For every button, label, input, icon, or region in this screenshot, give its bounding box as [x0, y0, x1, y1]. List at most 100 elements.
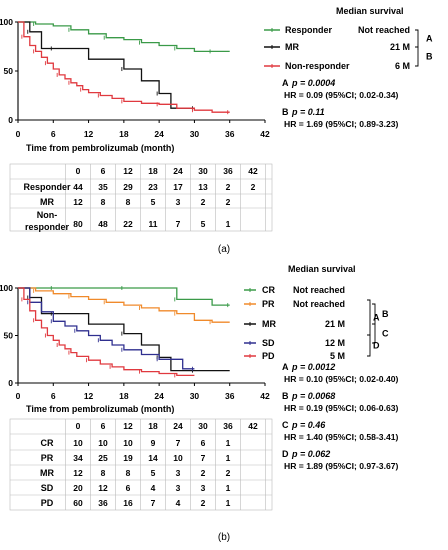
panel-b-stat-hr: HR = 1.40 (95%CI; 0.58-3.41)	[284, 432, 399, 442]
panel-a-risk-cell: 23	[148, 182, 158, 192]
panel-a-risk-cell: 44	[73, 182, 83, 192]
panel-b-risk-cell: 25	[98, 453, 108, 463]
panel-a-risk-col-header: 0	[76, 166, 81, 176]
panel-a-stat-hr: HR = 0.09 (95%CI; 0.02-0.34)	[284, 90, 399, 100]
panel-a-risk-table	[9, 163, 273, 232]
panel-b-risk-cell: 19	[123, 453, 133, 463]
panel-a-risk-col-header: 18	[148, 166, 158, 176]
panel-a-legend-median: 21 M	[390, 42, 410, 52]
panel-a-x-tick-label: 0	[16, 129, 21, 139]
panel-b-risk-cell: 3	[176, 483, 181, 493]
panel-b-bracket	[367, 334, 371, 357]
panel-b-legend-name: MR	[262, 319, 276, 329]
panel-a-risk-cell: 8	[126, 197, 131, 207]
panel-b-bracket-label: A	[373, 313, 380, 323]
panel-a-risk-row-label: Responder	[23, 182, 71, 192]
panel-a-bracket-label: A	[426, 34, 433, 44]
panel-a-legend-median: 6 M	[395, 61, 410, 71]
panel-a-legend-name: Non-responder	[285, 61, 350, 71]
panel-b-risk-row-label: PD	[41, 498, 54, 508]
panel-b-curve-cr	[18, 287, 230, 306]
panel-a-legend-name: MR	[285, 42, 299, 52]
panel-a-risk-cell: 11	[149, 219, 158, 229]
panel-a-x-tick-label: 24	[154, 129, 164, 139]
panel-a-risk-cell: 35	[98, 182, 108, 192]
panel-b-x-tick-label: 36	[225, 391, 235, 401]
panel-b-x-tick-label: 42	[260, 391, 270, 401]
panel-a-risk-cell: 48	[98, 219, 108, 229]
panel-b-risk-cell: 10	[73, 438, 83, 448]
panel-a-bracket-label: B	[426, 52, 433, 62]
panel-b-stat-p: p = 0.062	[291, 449, 330, 459]
panel-a-risk-col-header: 42	[248, 166, 258, 176]
panel-a-bracket	[415, 46, 419, 67]
panel-a-x-tick-label: 6	[51, 129, 56, 139]
panel-b-stat-hr: HR = 0.10 (95%CI; 0.02-0.40)	[284, 374, 399, 384]
panel-b-risk-cell: 6	[126, 483, 131, 493]
panel-b-caption: (b)	[218, 532, 230, 543]
panel-a-x-tick-label: 12	[84, 129, 94, 139]
panel-b-stat-p: p = 0.46	[291, 420, 326, 430]
panel-b-risk-cell: 12	[73, 468, 83, 478]
panel-b-risk-cell: 10	[123, 438, 133, 448]
panel-b-risk-col-header: 30	[198, 421, 208, 431]
panel-a-x-tick-label: 36	[225, 129, 235, 139]
panel-b-risk-cell: 3	[176, 468, 181, 478]
panel-a-stat-p: p = 0.11	[291, 107, 325, 117]
panel-b-x-tick-label: 6	[51, 391, 56, 401]
panel-a-legend-median: Not reached	[358, 25, 410, 35]
panel-b-risk-cell: 6	[201, 438, 206, 448]
panel-a-risk-cell: 5	[201, 219, 206, 229]
panel-b-stat-label: C	[282, 420, 289, 430]
panel-b-bracket-label: C	[382, 329, 389, 339]
panel-a-curve-nonresponder	[18, 21, 230, 113]
panel-a-risk-cell: 2	[226, 197, 231, 207]
panel-b-risk-table	[9, 418, 273, 511]
panel-b-bracket-label: B	[382, 309, 389, 319]
panel-b-bracket-label: D	[373, 341, 380, 351]
panel-a-y-tick-label: 100	[0, 17, 13, 27]
panel-b-x-tick-label: 0	[16, 391, 21, 401]
panel-b-stat-label: D	[282, 449, 289, 459]
panel-b-legend-median: 5 M	[330, 351, 345, 361]
panel-b-x-axis-label: Time from pembrolizumab (month)	[26, 404, 174, 414]
panel-a-risk-col-header: 30	[198, 166, 208, 176]
panel-b-risk-cell: 10	[173, 453, 183, 463]
panel-a-risk-row-label: MR	[40, 197, 54, 207]
panel-b-risk-cell: 16	[123, 498, 133, 508]
panel-b-risk-cell: 5	[151, 468, 156, 478]
panel-a-risk-row-label: responder	[25, 222, 70, 232]
panel-b-y-tick-label: 50	[4, 331, 14, 341]
panel-b-stat-hr: HR = 1.89 (95%CI; 0.97-3.67)	[284, 461, 399, 471]
panel-b-bracket	[367, 299, 371, 336]
panel-b-risk-cell: 4	[151, 483, 156, 493]
panel-b-risk-cell: 8	[126, 468, 131, 478]
panel-b-risk-col-header: 12	[123, 421, 133, 431]
panel-a-risk-cell: 13	[198, 182, 208, 192]
panel-a-x-tick-label: 30	[190, 129, 200, 139]
panel-a-legend-name: Responder	[285, 25, 333, 35]
panel-b-risk-col-header: 6	[101, 421, 106, 431]
panel-b-risk-col-header: 0	[76, 421, 81, 431]
panel-b-x-tick-label: 18	[119, 391, 129, 401]
panel-b-curve-pr	[18, 287, 230, 323]
panel-b-legend-title: Median survival	[288, 264, 356, 274]
panel-b-risk-col-header: 36	[223, 421, 233, 431]
panel-b-risk-cell: 4	[176, 498, 181, 508]
panel-a-caption: (a)	[218, 244, 230, 255]
panel-a-risk-col-header: 24	[173, 166, 183, 176]
panel-a-legend-title: Median survival	[336, 6, 404, 16]
panel-b-risk-col-header: 24	[173, 421, 183, 431]
panel-b-risk-row-label: MR	[40, 468, 54, 478]
panel-a-risk-cell: 22	[123, 219, 133, 229]
panel-b-legend-median: 21 M	[325, 319, 345, 329]
panel-b-bracket	[372, 323, 376, 344]
panel-b-risk-cell: 1	[226, 483, 231, 493]
panel-a-x-tick-label: 18	[119, 129, 129, 139]
panel-a-risk-cell: 12	[73, 197, 83, 207]
panel-a-y-tick-label: 50	[4, 66, 14, 76]
panel-b-risk-row-label: PR	[41, 453, 54, 463]
panel-a-risk-cell: 80	[73, 219, 83, 229]
panel-b-curve-sd	[18, 287, 195, 370]
panel-b-risk-cell: 1	[226, 498, 231, 508]
